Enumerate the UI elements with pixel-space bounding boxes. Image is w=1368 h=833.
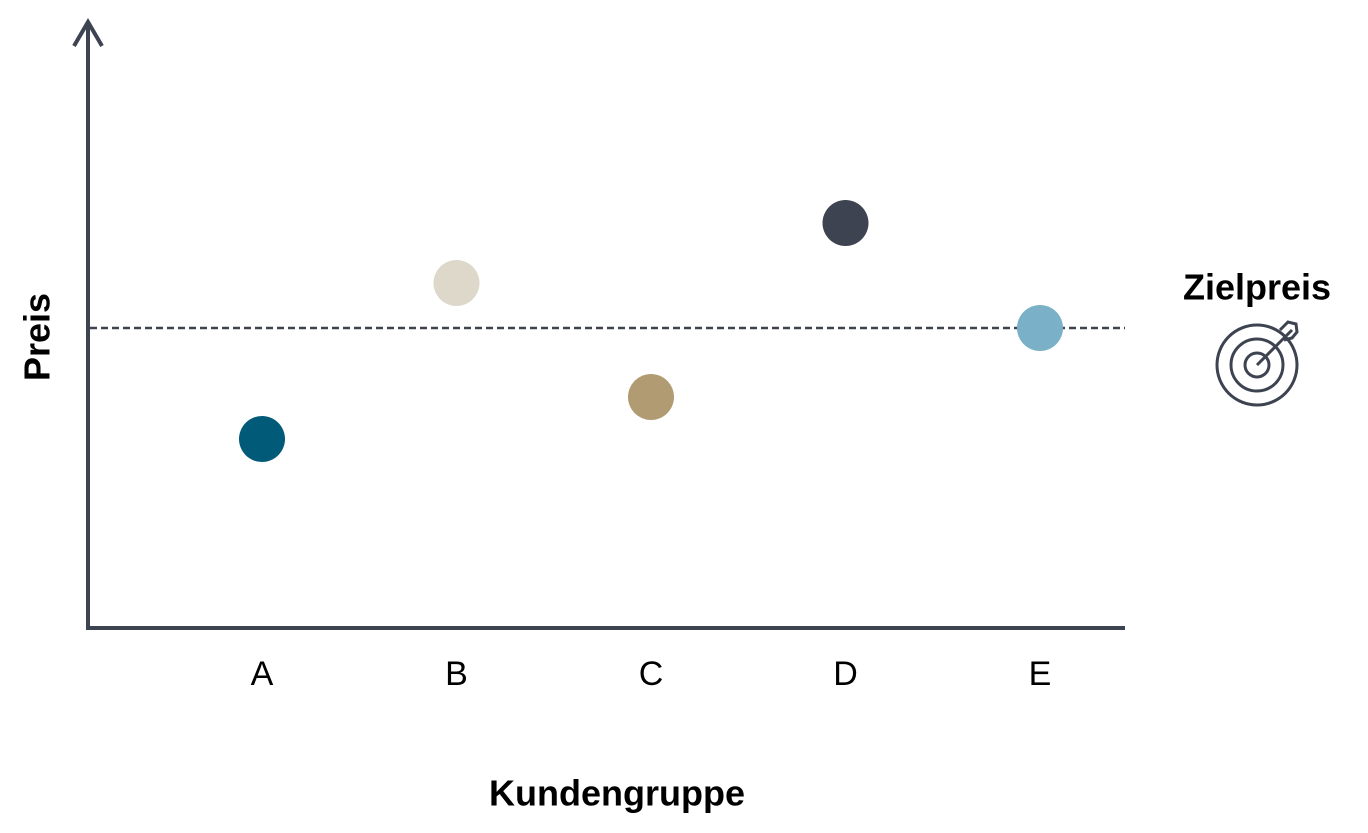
y-axis-label: Preis xyxy=(17,293,58,381)
dot xyxy=(433,260,480,306)
x-axis-label: Kundengruppe xyxy=(489,773,745,814)
y-axis-arrow xyxy=(72,18,104,48)
x-tick-label: A xyxy=(251,655,274,693)
dot xyxy=(822,200,869,246)
x-tick-label: C xyxy=(639,655,664,693)
target-label: Zielpreis xyxy=(1183,267,1331,308)
dot xyxy=(1017,305,1063,351)
dot xyxy=(628,374,674,420)
dot xyxy=(239,416,285,462)
target-icon xyxy=(1215,320,1299,407)
axes xyxy=(72,18,1125,630)
x-tick-label: E xyxy=(1029,655,1052,693)
x-tick-label: B xyxy=(445,655,468,693)
x-tick-label: D xyxy=(833,655,858,693)
